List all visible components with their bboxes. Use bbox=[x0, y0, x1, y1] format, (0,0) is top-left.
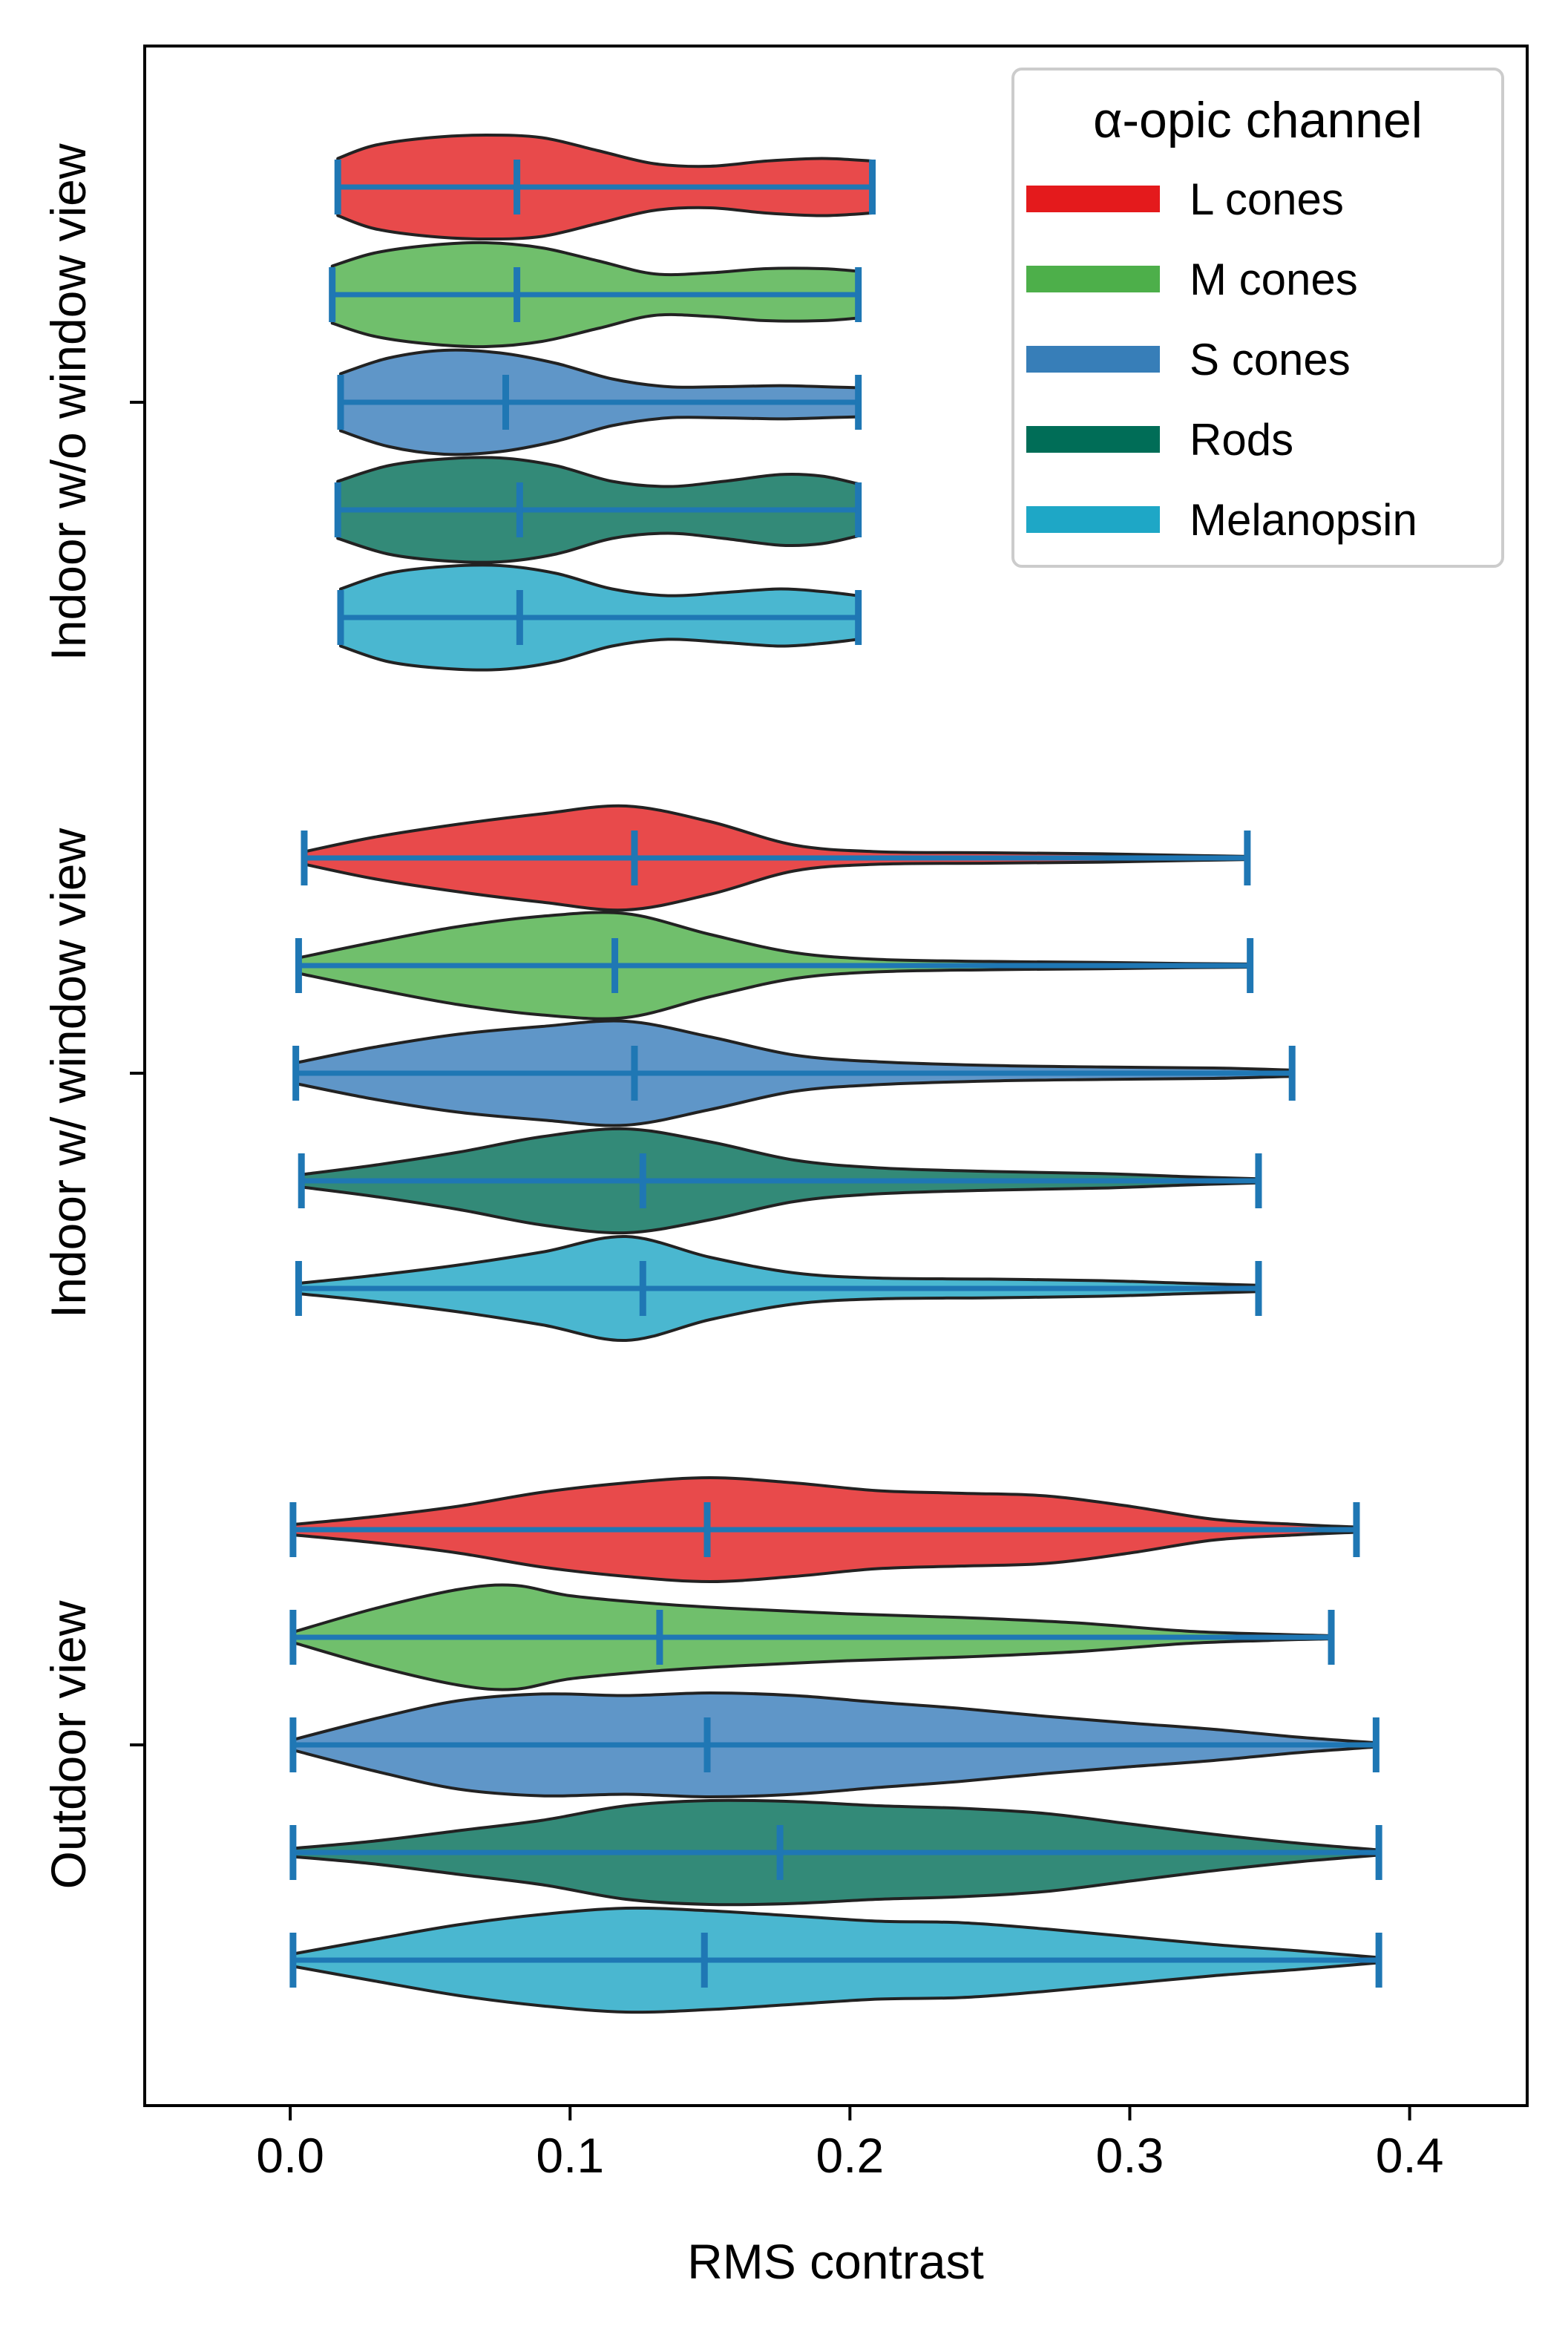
legend-label-m-cones: M cones bbox=[1190, 255, 1358, 304]
legend-swatch-m-cones bbox=[1026, 266, 1160, 292]
y-tick-label-indoor-w-window-view: Indoor w/ window view bbox=[41, 828, 96, 1319]
x-tick-label: 0.2 bbox=[816, 2128, 884, 2183]
violin-group-indoor-w-window-view bbox=[292, 804, 1296, 1343]
legend-label-l-cones: L cones bbox=[1190, 174, 1344, 224]
violins-layer bbox=[289, 134, 1382, 2014]
legend-label-melanopsin: Melanopsin bbox=[1190, 495, 1417, 545]
legend-swatch-rods bbox=[1026, 426, 1160, 453]
violin-group-indoor-w-o-window-view bbox=[329, 134, 876, 672]
y-tick-label-outdoor-view: Outdoor view bbox=[41, 1600, 96, 1889]
x-axis-title: RMS contrast bbox=[687, 2234, 984, 2289]
x-tick-label: 0.3 bbox=[1096, 2128, 1164, 2183]
x-tick-label: 0.0 bbox=[256, 2128, 324, 2183]
legend-swatch-l-cones bbox=[1026, 186, 1160, 212]
violin-group-outdoor-view bbox=[289, 1476, 1382, 2014]
plot-frame bbox=[143, 45, 1529, 2107]
legend-title: α-opic channel bbox=[1093, 92, 1423, 148]
y-tick-label-indoor-w-o-window-view: Indoor w/o window view bbox=[41, 143, 96, 661]
axes-layer: 0.0 0.1 0.2 0.3 0.4 Indoor w/o window view Ind… bbox=[41, 45, 1529, 2183]
legend-swatch-s-cones bbox=[1026, 346, 1160, 373]
legend-label-s-cones: S cones bbox=[1190, 335, 1351, 384]
legend-label-rods: Rods bbox=[1190, 415, 1293, 465]
x-tick-label: 0.1 bbox=[536, 2128, 604, 2183]
legend-swatch-melanopsin bbox=[1026, 506, 1160, 533]
x-tick-label: 0.4 bbox=[1376, 2128, 1444, 2183]
legend: α-opic channel L cones M cones S cones Rods M… bbox=[1011, 68, 1504, 568]
